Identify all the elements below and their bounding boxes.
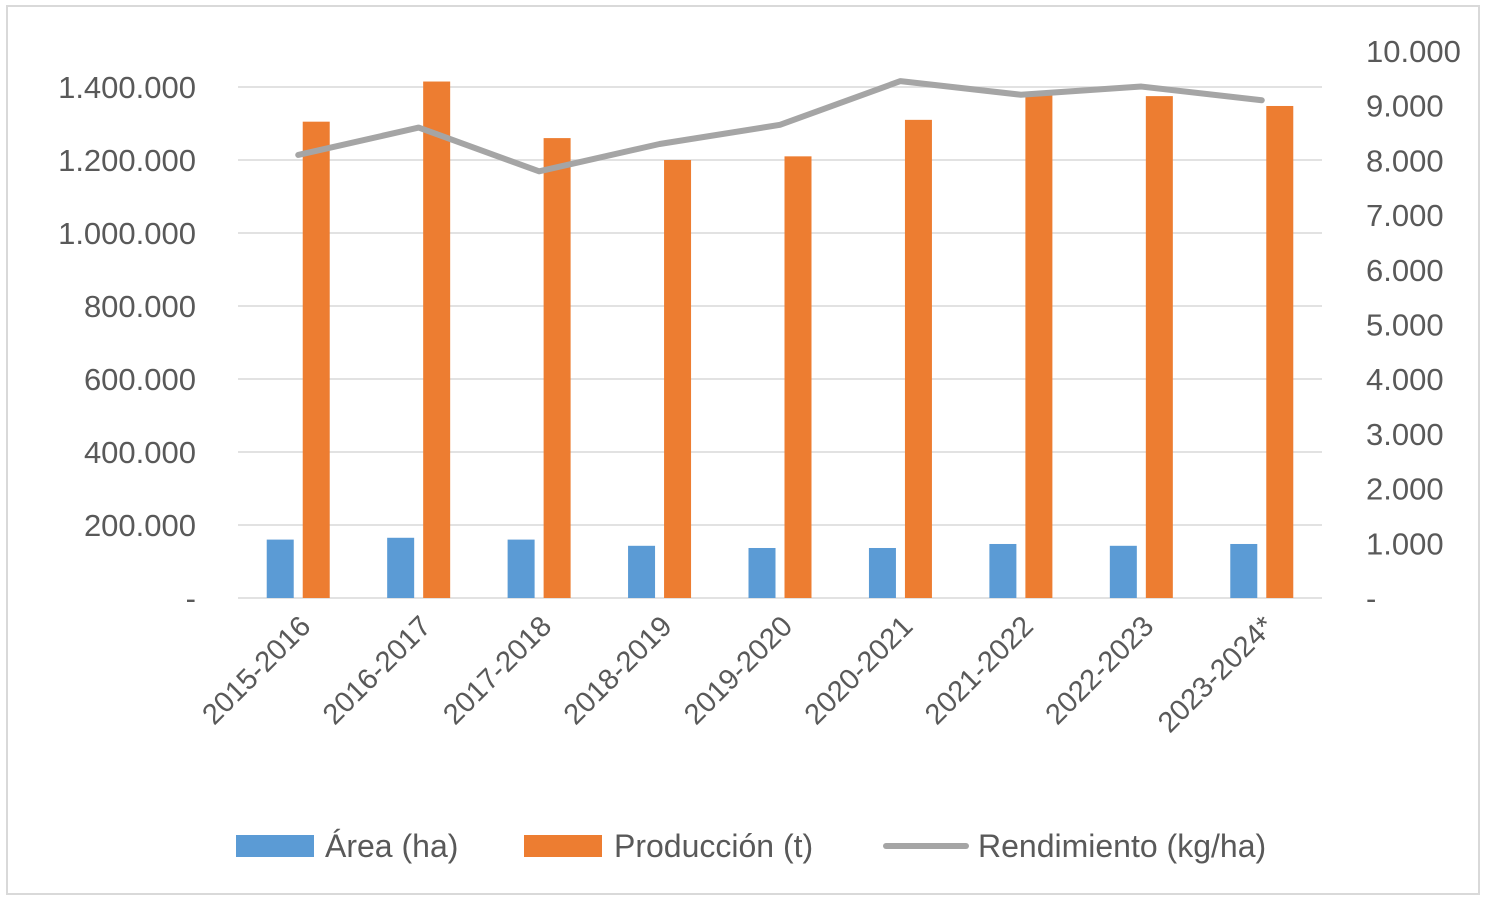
bar-produccion [904, 119, 932, 598]
y-left-tick-label: 1.000.000 [58, 216, 196, 251]
bar-area [1230, 543, 1258, 598]
x-category-label: 2016-2017 [317, 610, 438, 731]
legend-swatch-area [236, 835, 314, 857]
bar-produccion [302, 121, 330, 599]
y-right-tick-label: - [1366, 581, 1376, 616]
y-right-tick-label: 1.000 [1366, 526, 1444, 561]
bar-area [748, 547, 776, 598]
x-category-label: 2018-2019 [558, 610, 679, 731]
x-category-label: 2021-2022 [919, 610, 1040, 731]
bar-produccion [1025, 92, 1053, 598]
legend-label-rendimiento: Rendimiento (kg/ha) [978, 828, 1266, 864]
y-right-tick-label: 6.000 [1366, 253, 1444, 288]
y-right-tick-label: 5.000 [1366, 308, 1444, 343]
bar-produccion [543, 138, 571, 598]
y-right-tick-label: 2.000 [1366, 472, 1444, 507]
x-category-label: 2015-2016 [196, 610, 317, 731]
bar-area [507, 539, 535, 598]
x-category-label: 2019-2020 [678, 610, 799, 731]
legend-label-area: Área (ha) [325, 828, 458, 864]
y-left-tick-label: 1.400.000 [58, 70, 196, 105]
y-right-tick-label: 8.000 [1366, 143, 1444, 178]
y-left-tick-label: 400.000 [84, 435, 196, 470]
legend-label-produccion: Producción (t) [614, 828, 813, 864]
y-left-tick-label: 200.000 [84, 508, 196, 543]
x-category-label: 2022-2023 [1040, 610, 1161, 731]
bar-produccion [423, 81, 451, 598]
legend-swatch-produccion [524, 835, 602, 857]
bar-area [868, 547, 896, 598]
bar-area [1109, 545, 1137, 598]
bar-area [387, 537, 415, 598]
chart-frame [6, 5, 1480, 895]
y-left-tick-label: 600.000 [84, 362, 196, 397]
y-right-tick-label: 4.000 [1366, 362, 1444, 397]
bar-area [989, 543, 1017, 598]
bar-produccion [664, 160, 692, 598]
y-right-tick-label: 10.000 [1366, 34, 1461, 69]
x-category-label: 2020-2021 [799, 610, 920, 731]
y-right-tick-label: 3.000 [1366, 417, 1444, 452]
x-category-label: 2023-2024* [1152, 610, 1281, 739]
y-left-tick-label: 800.000 [84, 289, 196, 324]
y-left-tick-label: 1.200.000 [58, 143, 196, 178]
bar-produccion [1266, 105, 1294, 598]
y-left-tick-label: - [186, 581, 196, 616]
y-right-tick-label: 9.000 [1366, 89, 1444, 124]
bar-area [266, 539, 294, 598]
y-right-tick-label: 7.000 [1366, 198, 1444, 233]
x-category-label: 2017-2018 [437, 610, 558, 731]
bar-area [628, 545, 656, 598]
bar-produccion [784, 156, 812, 598]
bar-produccion [1145, 96, 1173, 598]
